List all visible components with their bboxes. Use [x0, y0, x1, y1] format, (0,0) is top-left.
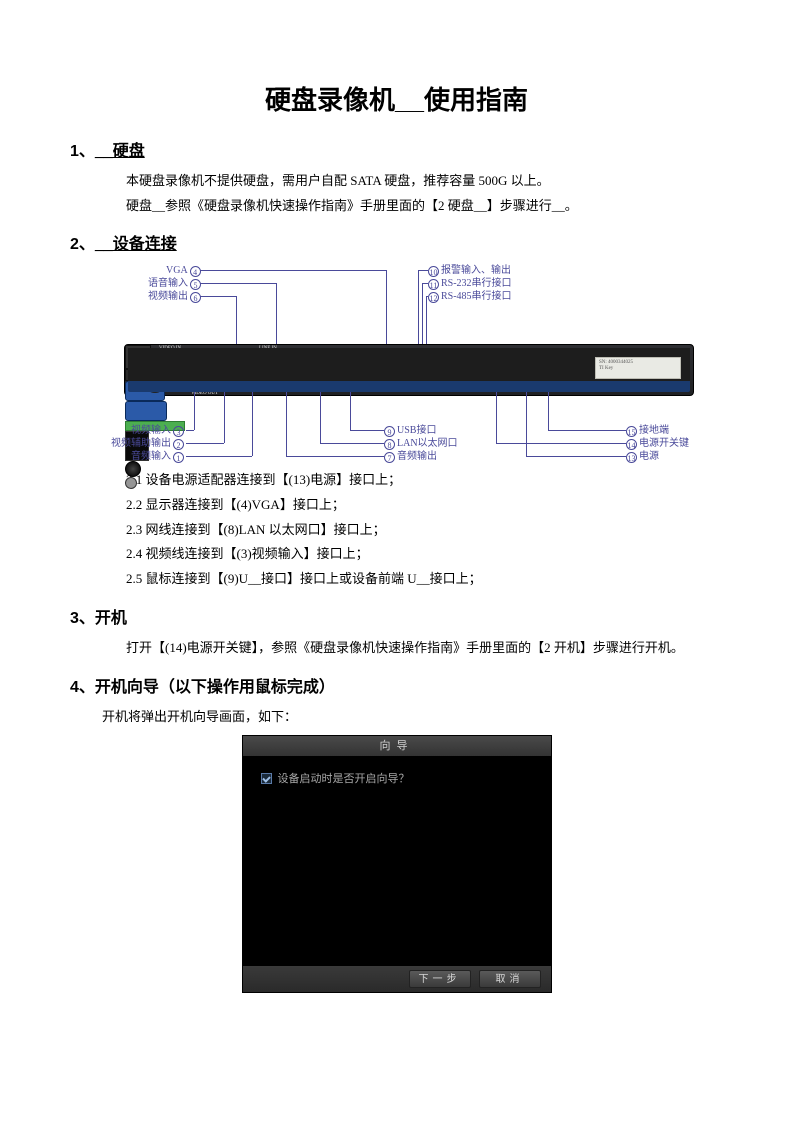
step-line: 2.3 网线连接到【(8)LAN 以太网口】接口上；	[126, 518, 723, 543]
callout-aux-video-out: 视频辅助输出2	[104, 437, 186, 450]
device-body: VIDEO IN VIDEO OUT LINE IN SN: 400034402…	[124, 344, 694, 396]
heading-num: 2、	[70, 236, 95, 253]
section-3-heading: 3、开机	[70, 604, 723, 628]
callout-rs232: 11RS-232串行接口	[426, 277, 512, 290]
callout-rs485: 12RS-485串行接口	[426, 290, 512, 303]
callout-voice-in: 语音输入5	[148, 277, 203, 290]
body-line: 硬盘__参照《硬盘录像机快速操作指南》手册里面的【2 硬盘__】步骤进行__。	[126, 194, 723, 219]
section-4-heading: 4、开机向导（以下操作用鼠标完成）	[70, 673, 723, 697]
wizard-next-button[interactable]: 下一步	[409, 970, 471, 988]
heading-text: 开机	[95, 610, 127, 627]
wizard-checkbox-label: 设备启动时是否开启向导？	[278, 770, 410, 786]
callout-power: 13电源	[624, 450, 659, 463]
section-1-body: 本硬盘录像机不提供硬盘，需用户自配 SATA 硬盘，推荐容量 500G 以上。 …	[126, 169, 723, 218]
callout-ground: 15接地端	[624, 424, 669, 437]
wizard-footer: 下一步 取消	[243, 966, 551, 992]
wizard-dialog: 向导 设备启动时是否开启向导？ 下一步 取消	[242, 735, 552, 993]
section-1-heading: 1、__硬盘	[70, 137, 723, 161]
body-line: 打开【(14)电源开关键】，参照《硬盘录像机快速操作指南》手册里面的【2 开机】…	[126, 636, 723, 661]
step-line: 2.5 鼠标连接到【(9)U__接口】接口上或设备前端 U__接口上；	[126, 567, 723, 592]
port-label-videoout: VIDEO OUT	[191, 391, 218, 396]
callout-video-in: 视频输入3	[124, 424, 186, 437]
heading-num: 3、	[70, 610, 95, 627]
section-2-heading: 2、__设备连接	[70, 230, 723, 254]
section-2-steps: 2.1 设备电源适配器连接到【(13)电源】接口上； 2.2 显示器连接到【(4…	[126, 468, 723, 591]
wizard-title: 向导	[243, 736, 551, 756]
heading-num: 1、	[70, 143, 95, 160]
body-line: 本硬盘录像机不提供硬盘，需用户自配 SATA 硬盘，推荐容量 500G 以上。	[126, 169, 723, 194]
callout-alarm: 10报警输入、输出	[426, 264, 511, 277]
callout-usb: 9USB接口	[382, 424, 436, 437]
section-4-body: 开机将弹出开机向导画面，如下：	[102, 705, 723, 730]
section-3-body: 打开【(14)电源开关键】，参照《硬盘录像机快速操作指南》手册里面的【2 开机】…	[126, 636, 723, 661]
heading-text: __硬盘	[95, 143, 145, 160]
callout-audio-in: 音频输入1	[124, 450, 186, 463]
rs232-port	[125, 401, 167, 421]
wizard-body: 设备启动时是否开启向导？	[261, 770, 410, 786]
wizard-checkbox[interactable]	[261, 773, 272, 784]
step-line: 2.4 视频线连接到【(3)视频输入】接口上；	[126, 542, 723, 567]
callout-power-switch: 14电源开关键	[624, 437, 689, 450]
serial-sticker: SN: 4000344025 TI Key	[595, 357, 681, 379]
heading-text: 开机向导（以下操作用鼠标完成）	[95, 679, 335, 696]
page-title: 硬盘录像机__使用指南	[70, 80, 723, 117]
heading-text: __设备连接	[95, 236, 177, 253]
callout-lan: 8LAN以太网口	[382, 437, 458, 450]
callout-audio-out: 7音频输出	[382, 450, 437, 463]
callout-vga: VGA4	[166, 264, 203, 277]
step-line: 2.2 显示器连接到【(4)VGA】接口上；	[126, 493, 723, 518]
device-diagram: VGA4 语音输入5 视频输出6 10报警输入、输出 11RS-232串行接口 …	[124, 264, 694, 464]
vga-port	[125, 381, 165, 401]
step-line: 2.1 设备电源适配器连接到【(13)电源】接口上；	[126, 468, 723, 493]
body-line: 开机将弹出开机向导画面，如下：	[102, 705, 723, 730]
heading-num: 4、	[70, 679, 95, 696]
wizard-cancel-button[interactable]: 取消	[479, 970, 541, 988]
callout-video-out: 视频输出6	[148, 290, 203, 303]
